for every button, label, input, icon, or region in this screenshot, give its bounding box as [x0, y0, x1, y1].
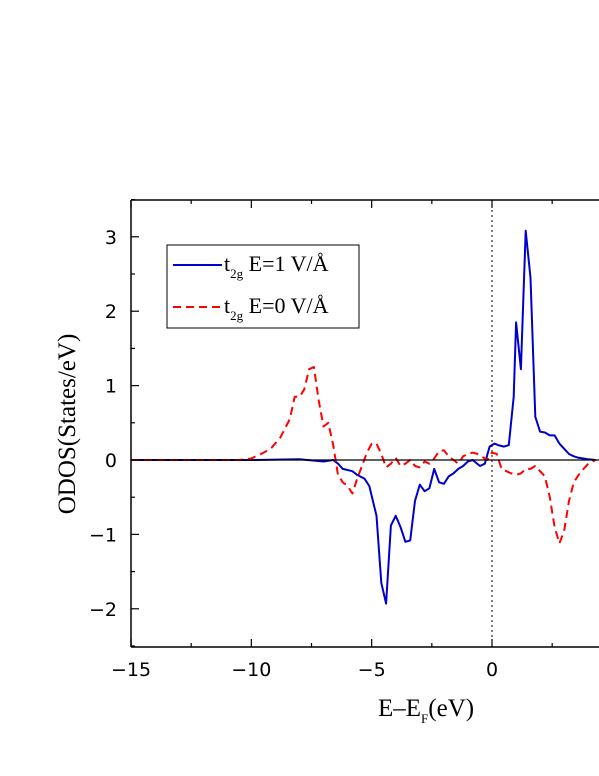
x-tick-label: −15: [111, 659, 151, 681]
series-line-1: [131, 229, 596, 605]
y-tick-label: −1: [89, 524, 117, 546]
y-tick-label: 3: [105, 227, 117, 249]
legend-label-series-1: t2g E=1 V/Å: [224, 251, 329, 281]
y-tick-label: 0: [105, 450, 117, 472]
y-axis-title: ODOS(States/eV): [54, 334, 81, 515]
y-tick-label: 2: [105, 301, 117, 323]
series-line-2: [131, 366, 596, 545]
x-tick-label: 0: [486, 659, 498, 681]
y-tick-label: 1: [105, 376, 117, 398]
y-tick-label: −2: [89, 599, 117, 621]
legend-box: [166, 244, 360, 329]
legend-label-series-2: t2g E=0 V/Å: [224, 293, 329, 323]
x-tick-label: −10: [231, 659, 271, 681]
x-tick-label: −5: [358, 659, 386, 681]
legend: t2g E=1 V/Å t2g E=0 V/Å: [166, 244, 360, 329]
x-axis-title: E–EF(eV): [378, 695, 474, 726]
